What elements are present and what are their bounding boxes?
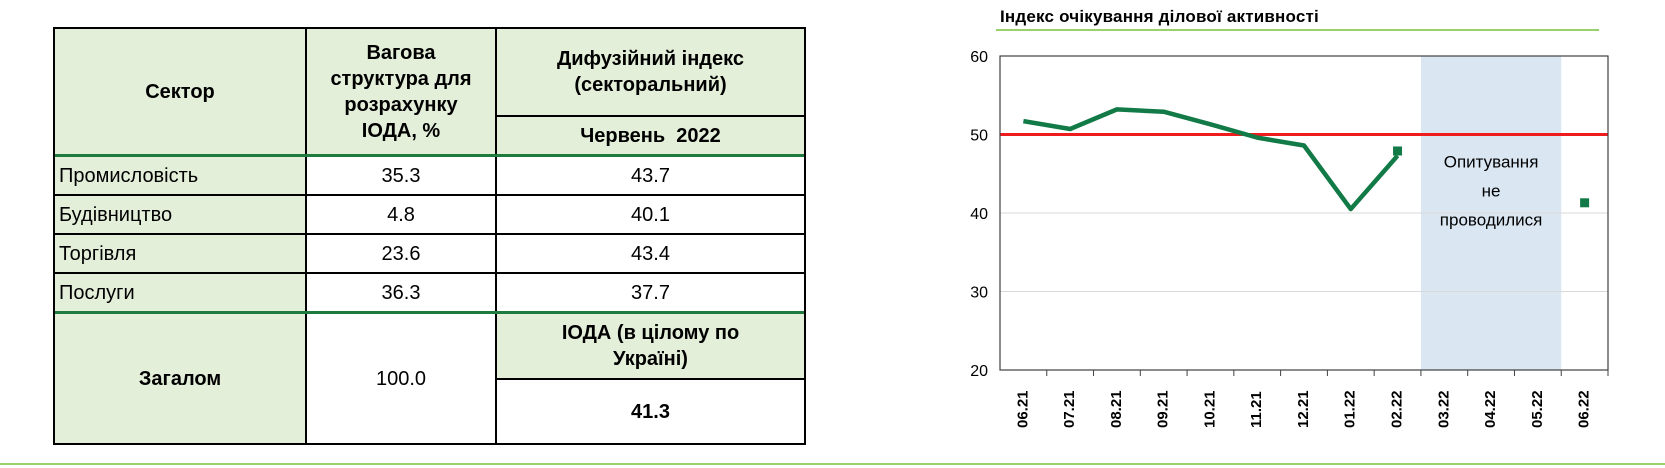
header-weight: Вагова структура для розрахунку ІОДА, % <box>307 29 495 154</box>
table-divider <box>497 115 804 117</box>
table-divider <box>55 272 305 274</box>
table-divider <box>305 233 804 235</box>
chart-title: Індекс очікування ділової активності <box>1000 7 1319 26</box>
row-index: 40.1 <box>497 196 804 233</box>
y-tick-label: 60 <box>970 49 988 66</box>
table-divider-green <box>55 154 804 157</box>
row-weight: 36.3 <box>307 274 495 311</box>
table-divider <box>305 194 804 196</box>
table-divider <box>55 233 305 235</box>
shaded-region-label: Опитування <box>1444 152 1539 171</box>
table-divider <box>55 194 305 196</box>
x-tick-label: 08.21 <box>1108 390 1125 428</box>
x-tick-label: 02.22 <box>1389 390 1406 428</box>
x-tick-label: 05.22 <box>1529 390 1546 428</box>
row-index: 43.4 <box>497 235 804 272</box>
y-tick-label: 40 <box>970 206 988 223</box>
data-marker <box>1580 198 1590 208</box>
x-tick-label: 12.21 <box>1295 390 1312 428</box>
title-rule <box>996 29 1599 31</box>
y-tick-label: 20 <box>970 363 988 380</box>
header-sector: Сектор <box>55 29 305 154</box>
shaded-region-label: не <box>1482 181 1501 200</box>
total-index-value: 41.3 <box>497 380 804 443</box>
x-tick-label: 04.22 <box>1482 390 1499 428</box>
table-divider <box>305 272 804 274</box>
row-index: 37.7 <box>497 274 804 311</box>
y-tick-label: 50 <box>970 128 988 145</box>
x-tick-label: 06.22 <box>1576 390 1593 428</box>
series-line <box>1023 107 1400 212</box>
row-index: 43.7 <box>497 157 804 194</box>
table-divider-green <box>55 311 804 314</box>
row-sector: Промисловість <box>55 157 305 194</box>
y-tick-label: 30 <box>970 285 988 302</box>
header-period: Червень 2022 <box>497 117 804 154</box>
bottom-rule <box>0 463 1665 465</box>
x-tick-label: 03.22 <box>1435 390 1452 428</box>
x-tick-label: 10.21 <box>1201 390 1218 428</box>
header-diffusion: Дифузійний індекс (секторальний) <box>497 29 804 115</box>
line-chart: 20 30 40 50 60 06.21 07.21 08.21 09.21 10.21 11.21… <box>970 49 1609 428</box>
row-sector: Будівництво <box>55 196 305 233</box>
total-label: Загалом <box>55 314 305 443</box>
total-weight: 100.0 <box>307 314 495 443</box>
row-weight: 4.8 <box>307 196 495 233</box>
x-tick-label: 01.22 <box>1342 390 1359 428</box>
sector-table: Сектор Вагова структура для розрахунку І… <box>53 27 806 445</box>
row-weight: 23.6 <box>307 235 495 272</box>
row-sector: Торгівля <box>55 235 305 272</box>
row-sector: Послуги <box>55 274 305 311</box>
total-index-label: ІОДА (в цілому по Україні) <box>497 314 804 378</box>
x-tick-label: 07.21 <box>1061 390 1078 428</box>
table-divider <box>497 378 804 380</box>
table-divider <box>305 29 307 443</box>
row-weight: 35.3 <box>307 157 495 194</box>
plot-frame <box>999 55 1609 371</box>
x-tick-label: 11.21 <box>1248 391 1265 428</box>
shaded-region-label: проводилися <box>1440 210 1543 229</box>
data-marker <box>1393 146 1403 156</box>
x-tick-label: 06.21 <box>1014 390 1031 428</box>
x-tick-label: 09.21 <box>1155 390 1172 428</box>
table-divider <box>495 29 497 443</box>
